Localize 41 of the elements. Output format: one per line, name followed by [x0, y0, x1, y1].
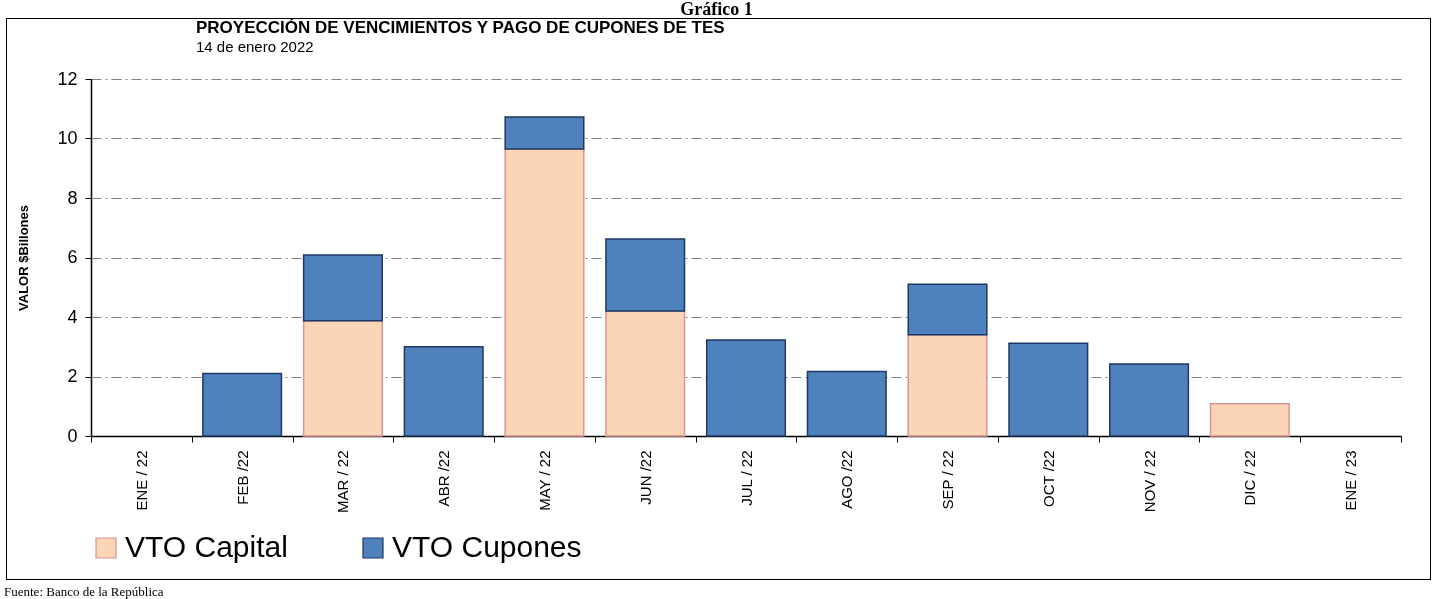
text: Gráfico 1 — [679, 0, 754, 19]
bar — [806, 370, 887, 437]
y-tick-label: 2 — [67, 366, 78, 386]
bar — [302, 254, 383, 322]
source-note: Fuente: Banco de la República — [4, 584, 164, 599]
x-tick-label: MAR / 22 — [334, 450, 352, 514]
x-tick-label: OCT /22 — [1039, 450, 1057, 507]
x-tick-label: ENE / 22 — [132, 450, 150, 511]
y-tick-label: 12 — [57, 68, 78, 89]
x-tick-label: DIC / 22 — [1241, 450, 1259, 506]
bar — [705, 339, 787, 437]
y-tick-label: 8 — [67, 187, 78, 208]
x-tick-label: AGO /22 — [838, 450, 856, 509]
bar — [605, 238, 686, 312]
bar — [907, 283, 988, 336]
bar — [504, 116, 585, 150]
bar — [403, 346, 484, 437]
bar — [202, 372, 283, 437]
bar — [1209, 403, 1290, 437]
x-tick-label: MAY / 22 — [535, 450, 553, 511]
y-axis-title: VALOR $Billones — [16, 205, 32, 311]
legend-label: VTO Capital — [125, 530, 288, 563]
x-tick-label: ABR /22 — [435, 450, 453, 507]
bar — [302, 320, 383, 437]
bar — [504, 148, 585, 437]
y-tick-label: 0 — [67, 425, 78, 446]
y-tick-label: 4 — [67, 306, 78, 327]
x-tick-label: FEB /22 — [233, 450, 251, 505]
x-tick-label: JUN /22 — [636, 450, 654, 505]
y-tick-label: 6 — [67, 247, 78, 267]
y-tick-label: 10 — [57, 128, 78, 148]
x-tick-label: NOV / 22 — [1140, 450, 1158, 513]
legend-label: VTO Cupones — [392, 530, 582, 563]
bar — [907, 334, 988, 437]
bar — [1109, 363, 1190, 437]
x-tick-label: SEP / 22 — [939, 450, 957, 510]
bar — [605, 310, 686, 437]
x-tick-label: JUL / 22 — [737, 450, 755, 506]
x-tick-label: ENE / 23 — [1342, 450, 1360, 511]
chart-subtitle: 14 de enero 2022 — [195, 38, 314, 55]
bar — [1008, 342, 1089, 437]
